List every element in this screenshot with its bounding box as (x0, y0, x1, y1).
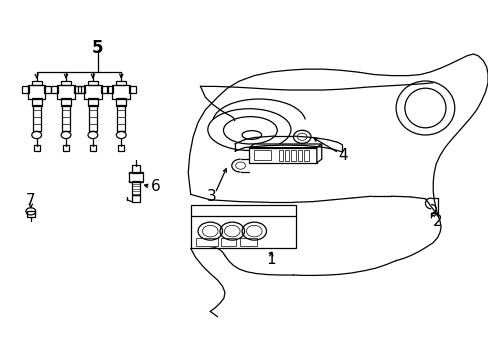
Polygon shape (249, 144, 321, 148)
Bar (44, 86, 51, 93)
Bar (32, 98, 41, 106)
Bar (129, 172, 142, 182)
Bar (304, 150, 308, 161)
Bar (129, 86, 136, 93)
Bar (278, 150, 283, 161)
Bar (88, 98, 98, 106)
Bar (131, 181, 140, 195)
Bar (74, 86, 81, 93)
Bar (106, 86, 113, 93)
Bar (51, 86, 58, 93)
Bar (190, 205, 295, 248)
Text: 5: 5 (92, 39, 103, 57)
Bar (88, 81, 98, 85)
Bar (239, 238, 256, 246)
Bar (32, 81, 41, 85)
Bar (116, 98, 126, 106)
Bar (84, 85, 102, 99)
Bar (63, 145, 69, 151)
Text: 2: 2 (432, 214, 442, 229)
Bar (285, 150, 289, 161)
Polygon shape (316, 144, 321, 163)
Bar (89, 105, 97, 131)
Bar (221, 238, 235, 246)
Text: 1: 1 (266, 252, 276, 267)
Bar (131, 195, 140, 202)
Bar (28, 85, 45, 99)
Text: 6: 6 (150, 179, 160, 194)
Bar (112, 85, 130, 99)
Bar (116, 81, 126, 85)
Text: 4: 4 (338, 148, 347, 163)
Bar (22, 86, 29, 93)
Bar (78, 86, 85, 93)
Polygon shape (249, 148, 316, 163)
Bar (61, 98, 71, 106)
Bar (57, 85, 75, 99)
Bar (62, 105, 70, 131)
Text: 3: 3 (206, 189, 216, 204)
Text: 7: 7 (26, 193, 36, 208)
Bar (101, 86, 107, 93)
Bar (132, 165, 140, 173)
Bar (33, 105, 41, 131)
Bar (27, 211, 35, 217)
Bar (34, 145, 40, 151)
Bar (118, 145, 124, 151)
Bar (291, 150, 295, 161)
Bar (61, 81, 71, 85)
Bar (90, 145, 96, 151)
Bar (195, 238, 217, 246)
Bar (254, 150, 271, 160)
Bar (297, 150, 302, 161)
Bar (117, 105, 125, 131)
